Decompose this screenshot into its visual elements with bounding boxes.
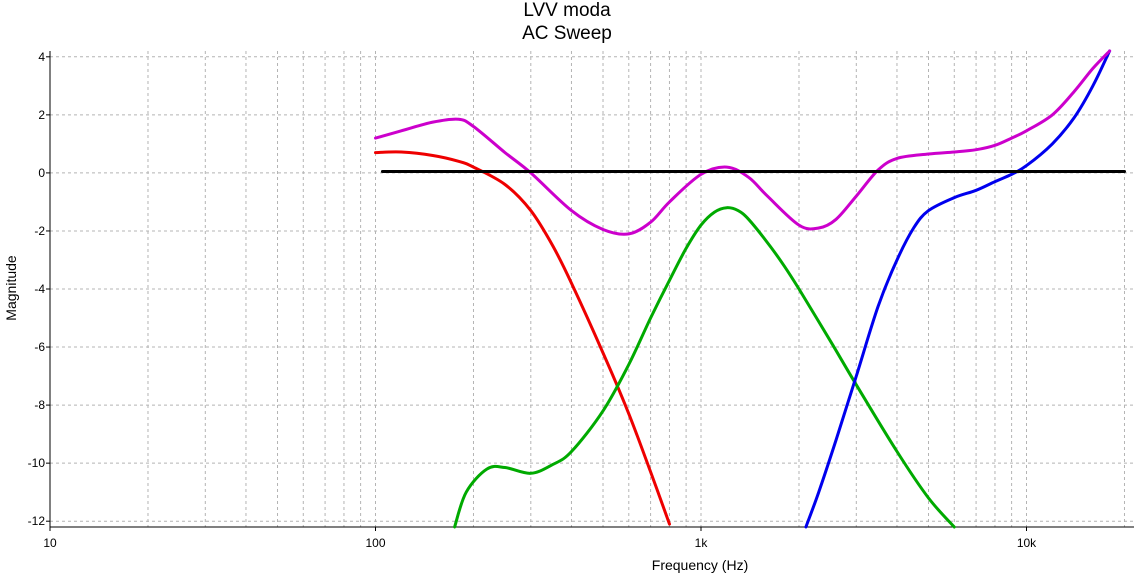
y-tick-label: 0 <box>38 166 45 180</box>
series-line-1 <box>374 150 671 526</box>
y-tick-label: -12 <box>28 514 46 528</box>
grid-layer <box>50 51 1134 527</box>
chart-subtitle: AC Sweep <box>522 23 612 44</box>
y-tick-label: -10 <box>28 456 46 470</box>
series-line-2 <box>453 206 956 529</box>
y-tick-label: -2 <box>34 224 45 238</box>
y-tick-label: -6 <box>34 340 45 354</box>
series-line-3 <box>804 49 1112 529</box>
y-axis-label: Magnitude <box>3 255 19 321</box>
series-layer <box>374 49 1126 529</box>
series-line-4 <box>374 49 1112 236</box>
axis-layer <box>46 51 1134 531</box>
x-tick-label: 10k <box>1017 536 1037 550</box>
x-axis-label: Frequency (Hz) <box>652 557 748 573</box>
y-tick-label: 4 <box>38 50 45 64</box>
tick-label-layer: 4 2 0 -2 -4 -6 -8 -10 -12 10 100 1k 10k <box>28 50 1038 550</box>
y-tick-label: -8 <box>34 398 45 412</box>
x-tick-label: 10 <box>43 536 57 550</box>
chart-title: LVV moda <box>523 0 611 21</box>
y-tick-label: -4 <box>34 282 45 296</box>
x-tick-label: 100 <box>365 536 385 550</box>
y-tick-label: 2 <box>38 108 45 122</box>
x-tick-label: 1k <box>695 536 709 550</box>
